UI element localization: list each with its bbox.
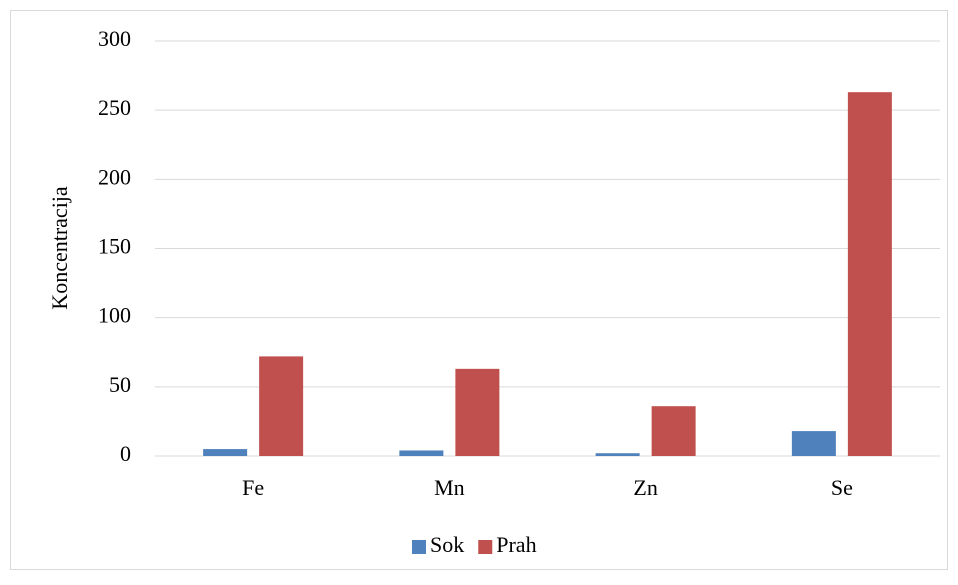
legend-label: Sok <box>430 532 464 557</box>
y-tick-label: 200 <box>98 164 131 189</box>
y-tick-label: 300 <box>98 26 131 51</box>
bar <box>791 431 836 456</box>
bar <box>847 92 892 456</box>
bar <box>595 453 640 456</box>
bar <box>651 406 696 456</box>
chart-border <box>10 10 948 570</box>
bar <box>259 356 304 456</box>
legend-label: Prah <box>496 532 536 557</box>
x-tick-label: Se <box>831 475 853 500</box>
y-axis-label: Koncentracija <box>47 186 72 310</box>
x-tick-label: Fe <box>242 475 264 500</box>
bar <box>399 450 444 456</box>
x-tick-label: Mn <box>434 475 465 500</box>
x-tick-label: Zn <box>633 475 657 500</box>
legend-swatch <box>478 540 493 554</box>
y-tick-label: 100 <box>98 303 131 328</box>
y-tick-label: 250 <box>98 95 131 120</box>
bar <box>203 449 248 456</box>
bar <box>455 368 500 456</box>
y-tick-label: 50 <box>109 372 131 397</box>
y-tick-label: 150 <box>98 234 131 259</box>
y-tick-label: 0 <box>120 441 131 466</box>
legend-swatch <box>412 540 426 554</box>
